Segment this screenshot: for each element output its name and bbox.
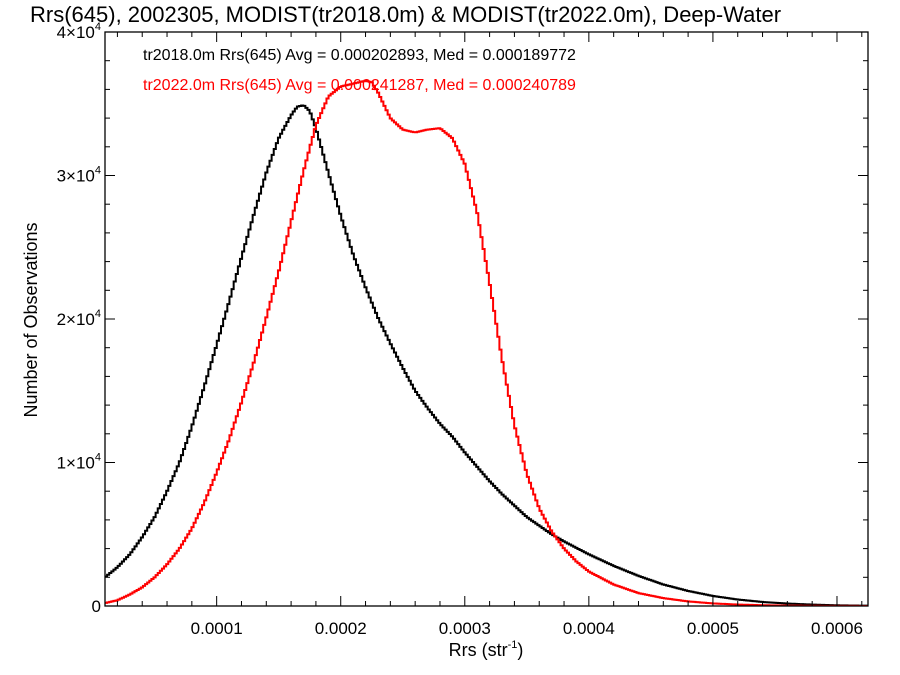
legend-entry-2: tr2022.0m Rrs(645) Avg = 0.000241287, Me… — [143, 77, 576, 94]
x-tick-label: 0.0004 — [563, 619, 615, 638]
plot-frame — [104, 31, 869, 607]
series-line-2 — [105, 79, 868, 606]
x-tick-label: 0.0001 — [191, 619, 243, 638]
x-tick-label: 0.0003 — [439, 619, 491, 638]
ticks-layer: 0.0001 0.0002 0.0003 0.0004 0.0005 0.0006 0 1×1… — [57, 21, 868, 638]
x-tick-label: 0.0005 — [687, 619, 739, 638]
series-layer — [105, 79, 868, 606]
y-tick-label: 2×104 — [57, 308, 101, 329]
y-tick-label: 3×104 — [57, 165, 101, 186]
y-tick-label: 0 — [92, 597, 101, 616]
axes-layer — [104, 31, 869, 607]
series-line-1 — [105, 104, 868, 606]
x-axis-title: Rrs (str-1) — [449, 639, 524, 660]
y-tick-label: 4×104 — [57, 21, 101, 42]
chart-title: Rrs(645), 2002305, MODIST(tr2018.0m) & M… — [30, 2, 781, 27]
legend: tr2018.0m Rrs(645) Avg = 0.000202893, Me… — [143, 47, 576, 94]
legend-entry-1: tr2018.0m Rrs(645) Avg = 0.000202893, Me… — [143, 47, 576, 64]
x-tick-label: 0.0006 — [811, 619, 863, 638]
x-tick-label: 0.0002 — [315, 619, 367, 638]
y-tick-label: 1×104 — [57, 452, 101, 473]
y-axis-title: Number of Observations — [21, 222, 41, 417]
